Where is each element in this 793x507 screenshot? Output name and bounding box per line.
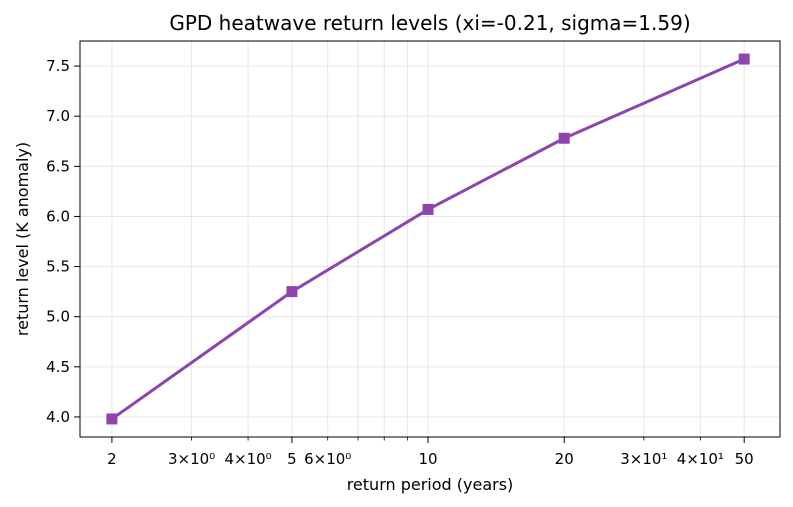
y-axis-label: return level (K anomaly) <box>13 142 32 336</box>
data-point-marker <box>422 203 434 215</box>
x-tick-label: 5 <box>287 450 297 468</box>
series-layer <box>106 53 750 425</box>
data-point-marker <box>286 286 298 298</box>
y-tick-label: 4.0 <box>46 408 70 426</box>
y-tick-label: 5.5 <box>46 258 70 276</box>
chart-title: GPD heatwave return levels (xi=-0.21, si… <box>169 11 690 35</box>
x-minor-tick-label: 3×10¹ <box>620 450 667 468</box>
x-minor-tick-label: 6×10⁰ <box>304 450 351 468</box>
data-point-marker <box>558 132 570 144</box>
tick-labels: 4.0 4.5 5.0 5.5 6.0 6.5 7.0 7.5 2 5 10 20 50 3×10⁰ 4×1… <box>46 57 754 468</box>
x-tick-label: 2 <box>107 450 117 468</box>
x-tick-label: 20 <box>555 450 574 468</box>
y-tick-label: 6.0 <box>46 207 70 225</box>
x-minor-tick-label: 4×10⁰ <box>224 450 271 468</box>
tick-marks <box>74 65 745 443</box>
y-tick-label: 4.5 <box>46 358 70 376</box>
grid-lines <box>80 41 780 437</box>
y-tick-label: 5.0 <box>46 308 70 326</box>
x-tick-label: 10 <box>419 450 438 468</box>
x-minor-tick-label: 4×10¹ <box>677 450 724 468</box>
data-point-marker <box>106 413 118 425</box>
x-minor-tick-label: 3×10⁰ <box>168 450 215 468</box>
x-axis-label: return period (years) <box>347 475 514 494</box>
x-tick-label: 50 <box>735 450 754 468</box>
y-tick-label: 6.5 <box>46 157 70 175</box>
y-tick-label: 7.5 <box>46 57 70 75</box>
axes-frame <box>79 40 781 438</box>
data-point-marker <box>738 53 750 65</box>
y-tick-label: 7.0 <box>46 107 70 125</box>
